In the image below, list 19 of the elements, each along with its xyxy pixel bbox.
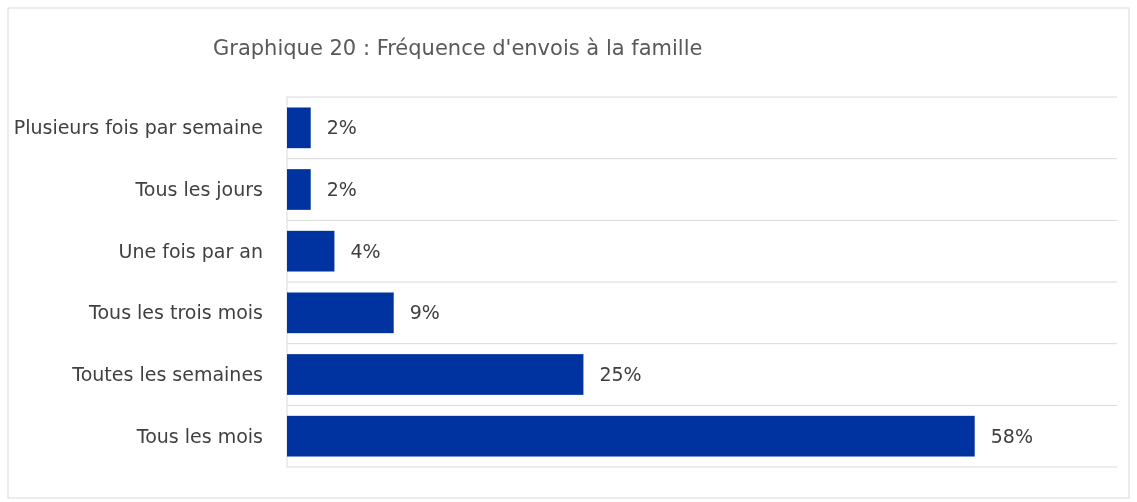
data-label: 2% bbox=[326, 116, 357, 139]
bar bbox=[287, 230, 335, 272]
bar bbox=[287, 169, 311, 210]
y-tick-label: Tous les jours bbox=[134, 178, 263, 201]
data-label: 25% bbox=[599, 363, 642, 386]
y-tick-label: Tous les trois mois bbox=[88, 301, 263, 324]
data-label: 9% bbox=[409, 301, 440, 324]
data-label: 2% bbox=[326, 178, 357, 201]
data-label: 58% bbox=[990, 424, 1033, 447]
bar bbox=[287, 354, 584, 395]
y-tick-label: Une fois par an bbox=[118, 239, 263, 262]
y-tick-label: Plusieurs fois par semaine bbox=[13, 116, 263, 139]
data-label: 4% bbox=[350, 239, 381, 262]
y-tick-label: Tous les mois bbox=[135, 424, 263, 447]
bar bbox=[287, 107, 311, 149]
y-tick-label: Toutes les semaines bbox=[71, 363, 263, 386]
bar bbox=[287, 415, 975, 457]
chart-title: Graphique 20 : Fréquence d'envois à la famille bbox=[213, 36, 703, 61]
bar bbox=[287, 292, 394, 334]
